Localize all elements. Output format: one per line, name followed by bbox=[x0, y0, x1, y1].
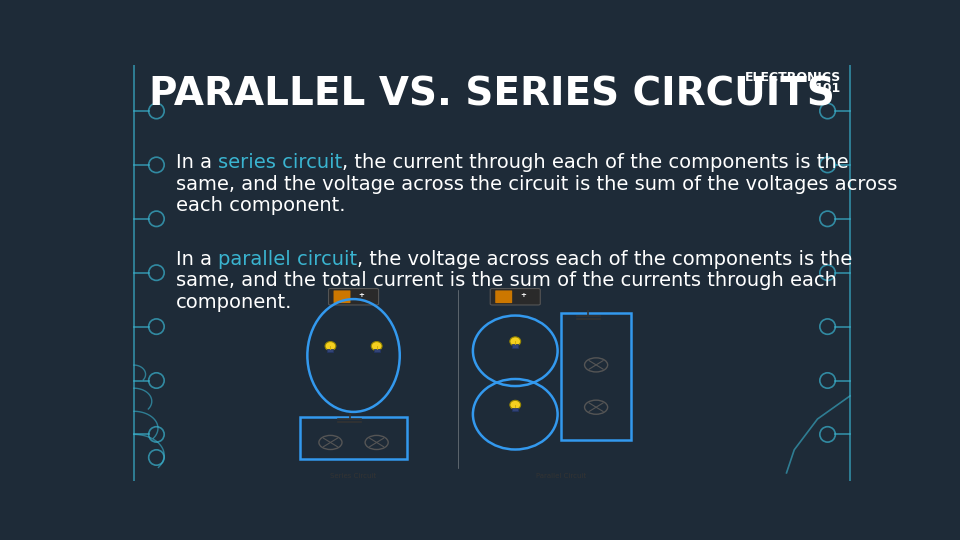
Text: same, and the total current is the sum of the currents through each: same, and the total current is the sum o… bbox=[176, 271, 837, 290]
Ellipse shape bbox=[510, 400, 520, 409]
Text: PARALLEL VS. SERIES CIRCUITS: PARALLEL VS. SERIES CIRCUITS bbox=[149, 76, 835, 113]
FancyBboxPatch shape bbox=[491, 288, 540, 305]
Bar bbox=[513, 408, 518, 411]
Text: parallel circuit: parallel circuit bbox=[218, 249, 357, 268]
FancyBboxPatch shape bbox=[495, 291, 513, 303]
Text: each component.: each component. bbox=[176, 197, 346, 215]
Text: 101: 101 bbox=[814, 82, 841, 94]
FancyBboxPatch shape bbox=[333, 291, 350, 303]
Text: In a: In a bbox=[176, 249, 218, 268]
Text: , the voltage across each of the components is the: , the voltage across each of the compone… bbox=[357, 249, 852, 268]
Bar bbox=[373, 349, 379, 352]
Text: +: + bbox=[358, 292, 364, 298]
Text: , the current through each of the components is the: , the current through each of the compon… bbox=[343, 153, 849, 172]
Text: ELECTRONICS: ELECTRONICS bbox=[745, 71, 841, 84]
Text: Series Circuit: Series Circuit bbox=[330, 473, 376, 479]
Text: Parallel Circuit: Parallel Circuit bbox=[537, 473, 587, 479]
Text: In a: In a bbox=[176, 153, 218, 172]
Ellipse shape bbox=[325, 342, 336, 350]
FancyBboxPatch shape bbox=[328, 288, 378, 305]
Bar bbox=[562, 313, 631, 440]
Bar bbox=[513, 345, 518, 348]
Text: component.: component. bbox=[176, 293, 292, 312]
Bar bbox=[327, 349, 333, 352]
Text: series circuit: series circuit bbox=[218, 153, 343, 172]
Bar bbox=[300, 416, 407, 459]
Text: same, and the voltage across the circuit is the sum of the voltages across: same, and the voltage across the circuit… bbox=[176, 175, 898, 194]
Text: +: + bbox=[520, 292, 526, 298]
Ellipse shape bbox=[372, 342, 382, 350]
Ellipse shape bbox=[510, 337, 520, 346]
